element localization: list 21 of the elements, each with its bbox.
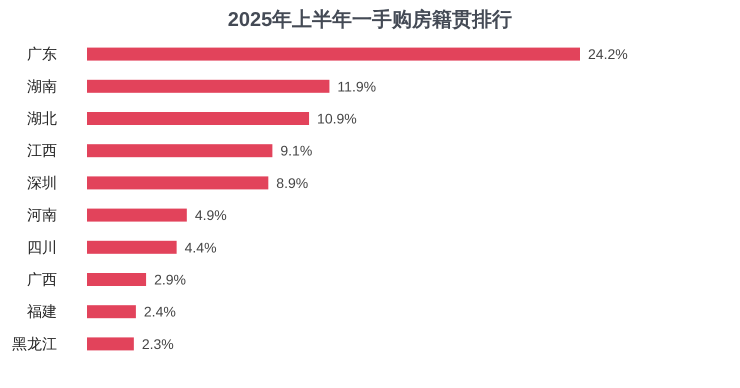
title: 2025年上半年一手购房籍贯排行 (228, 9, 512, 31)
value-label: 9.1% (280, 142, 312, 159)
value-label: 2.9% (154, 272, 186, 288)
value-label: 8.9% (276, 174, 308, 191)
value-label: 2.3% (142, 336, 174, 352)
value-label: 4.9% (194, 207, 227, 224)
value-label: 10.9% (317, 110, 357, 126)
category-label: 湖南 (27, 78, 57, 96)
category-label: 四川 (27, 239, 57, 256)
value-label: 4.4% (184, 239, 217, 256)
category-label: 黑龙江 (12, 336, 57, 353)
category-label: 福建 (27, 304, 57, 321)
category-label: 广东 (27, 46, 57, 64)
category-label: 湖北 (27, 110, 57, 128)
category-label: 深圳 (27, 174, 57, 192)
value-label: 11.9% (337, 78, 376, 94)
value-label: 2.4% (144, 304, 176, 320)
category-label: 广西 (27, 272, 57, 288)
category-label: 江西 (27, 142, 57, 160)
category-label: 河南 (27, 207, 57, 224)
value-label: 24.2% (588, 46, 628, 62)
